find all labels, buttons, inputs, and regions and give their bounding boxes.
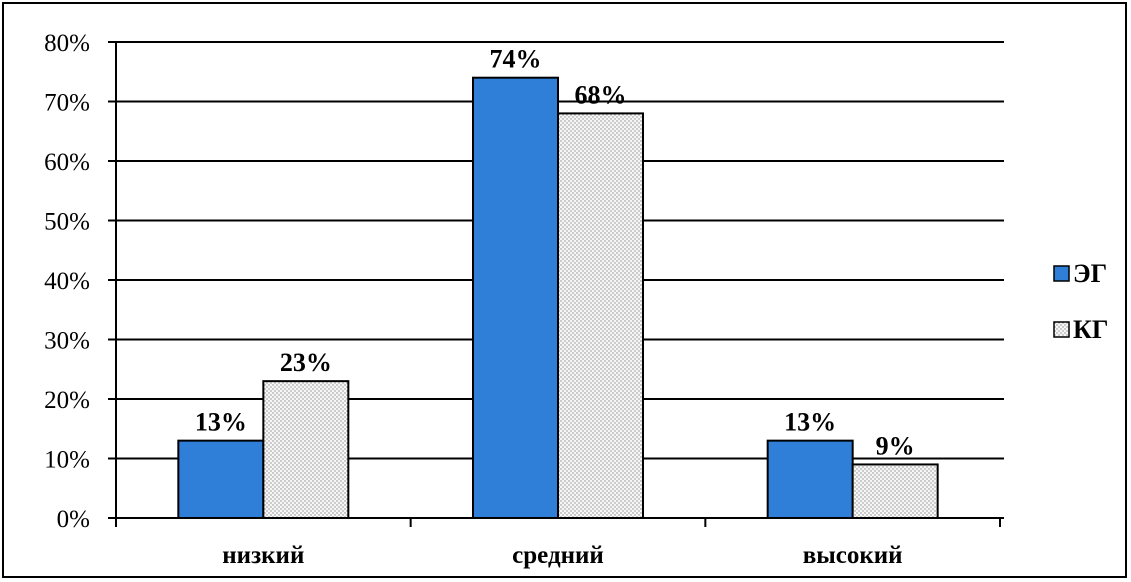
data-label: 23% [280, 348, 332, 377]
data-label: 9% [876, 431, 915, 460]
bar-КГ-высокий [851, 463, 939, 520]
legend-label: КГ [1073, 315, 1108, 344]
category-label: средний [512, 542, 604, 569]
y-tick-label: 20% [44, 387, 90, 414]
y-tick-label: 50% [44, 209, 90, 236]
y-tick-label: 80% [44, 30, 90, 57]
bar-ЭГ-высокий [766, 439, 854, 519]
data-label: 68% [575, 80, 627, 109]
legend-label: ЭГ [1073, 259, 1107, 288]
category-labels: низкий средний высокий [222, 542, 902, 569]
y-tick-label: 30% [44, 328, 90, 355]
data-label: 74% [490, 45, 542, 74]
data-label: 13% [195, 408, 247, 437]
y-axis-ticks: 0% 10% 20% 30% 40% 50% 60% 70% 80% [44, 30, 116, 533]
bar-ЭГ-средний [472, 76, 559, 519]
y-tick-label: 40% [44, 268, 90, 295]
category-label: высокий [803, 542, 903, 569]
category-label: низкий [222, 542, 304, 569]
y-tick-label: 10% [44, 447, 90, 474]
bar-ЭГ-низкий [177, 439, 265, 519]
legend: ЭГ КГ [1053, 259, 1108, 344]
y-tick-label: 60% [44, 149, 90, 176]
bars [177, 76, 939, 520]
legend-swatch [1053, 321, 1070, 338]
data-labels: 13% 23% 74% 68% 13% 9% [195, 45, 915, 461]
bar-КГ-низкий [262, 380, 350, 519]
data-label: 13% [784, 408, 836, 437]
y-tick-label: 70% [44, 90, 90, 117]
bar-КГ-средний [557, 112, 644, 520]
axes [115, 42, 1004, 527]
y-tick-label: 0% [57, 506, 90, 533]
legend-swatch [1053, 265, 1070, 282]
